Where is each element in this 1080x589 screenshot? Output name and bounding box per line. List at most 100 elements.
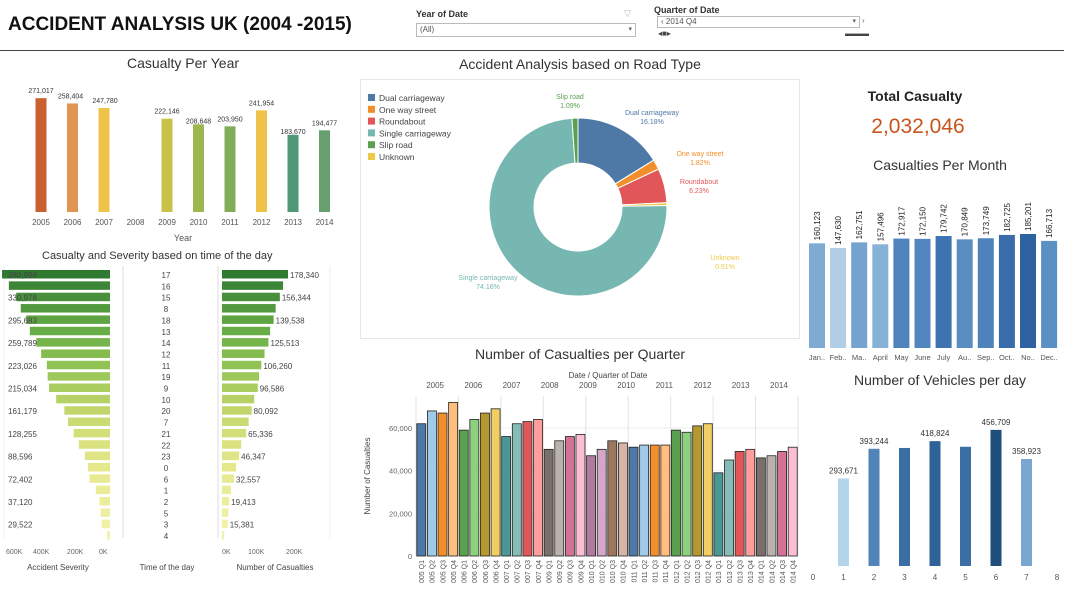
bar [490, 408, 501, 557]
data-label: 203,950 [217, 116, 242, 123]
severity-bar [20, 304, 110, 313]
speed-icon[interactable]: ▬▬▬ [845, 29, 869, 38]
x-tick-label: 0 [811, 573, 816, 582]
year-header: 2008 [541, 381, 559, 390]
casualties-per-month-chart: 160,123 Jan.. 147,630 Feb.. 162,751 Ma.. 157,4… [809, 202, 1058, 362]
data-label: 162,751 [855, 210, 864, 239]
x-tick-label: May [894, 353, 908, 362]
slice-value-label: 1.09% [560, 103, 580, 110]
bar [501, 436, 512, 557]
x-tick-label: 1 [841, 573, 846, 582]
severity-time-title: Casualty and Severity based on time of t… [42, 250, 273, 262]
x-tick-label: 7 [1024, 573, 1029, 582]
x-tick-label: 010 Q4 [621, 560, 628, 583]
bar [977, 238, 994, 348]
casualty-axis-tick: 200K [286, 549, 303, 556]
bar [724, 459, 734, 557]
year-header: 2005 [426, 381, 444, 390]
x-tick-label: 2009 [158, 218, 176, 227]
bar [838, 478, 849, 566]
severity-label: 215,034 [8, 385, 37, 394]
time-label: 10 [162, 396, 171, 405]
severity-bar [89, 474, 110, 483]
casualty-axis-tick: 100K [248, 549, 265, 556]
x-tick-label: 3 [902, 573, 907, 582]
bar [554, 440, 565, 557]
bar [809, 243, 825, 348]
data-label: 172,917 [897, 206, 906, 235]
x-tick-label: Jan.. [809, 353, 825, 362]
casualty-bar [222, 292, 280, 302]
severity-axis-tick: 200K [67, 549, 84, 556]
x-tick-label: 009 Q2 [557, 560, 564, 583]
next-icon[interactable]: › [862, 16, 865, 25]
x-tick-label: Sep.. [977, 353, 995, 362]
casualties-per-month-title: Casualties Per Month [873, 157, 1007, 173]
legend-label: Unknown [379, 152, 415, 162]
time-label: 12 [162, 350, 171, 359]
year-header: 2010 [617, 381, 635, 390]
x-tick-label: Ma.. [852, 353, 867, 362]
data-label: 456,709 [982, 418, 1011, 427]
y-tick-label: 20,000 [389, 509, 412, 518]
time-label: 9 [164, 385, 169, 394]
x-tick-label: 010 Q3 [610, 560, 617, 583]
pie-slice [571, 117, 579, 164]
bar [628, 446, 639, 557]
x-tick-label: 007 Q1 [504, 560, 511, 583]
bar [755, 457, 766, 557]
quarter-filter-select[interactable]: ‹ 2014 Q4 ▾ [657, 16, 860, 28]
x-tick-label: 005 Q2 [430, 560, 437, 583]
casualty-bar [222, 383, 258, 392]
x-tick-label: 012 Q1 [674, 560, 681, 583]
bar [1020, 234, 1036, 348]
prev-icon: ‹ [661, 17, 666, 26]
severity-bar [95, 485, 110, 495]
severity-label: 223,026 [8, 362, 37, 371]
time-label: 23 [162, 453, 171, 462]
col-label: Time of the day [140, 563, 195, 572]
casualty-label: 65,336 [248, 430, 273, 439]
severity-bar [2, 270, 110, 279]
bar [522, 421, 533, 557]
bar [914, 238, 931, 348]
casualty-label: 80,092 [254, 407, 279, 416]
bar [98, 107, 110, 212]
severity-label: 72,402 [8, 475, 33, 484]
bar [533, 419, 543, 557]
time-label: 5 [164, 509, 169, 518]
bar [427, 410, 437, 557]
severity-axis-tick: 600K [6, 549, 23, 556]
playback-controls[interactable]: ◂■▸ [658, 29, 671, 38]
data-label: 170,849 [961, 207, 970, 236]
slice-value-label: 0.51% [715, 264, 735, 271]
slice-value-label: 6.23% [689, 188, 709, 195]
data-label: 293,671 [829, 466, 858, 475]
bar [692, 425, 703, 557]
data-label: 173,749 [982, 206, 991, 235]
data-label: 241,954 [249, 100, 274, 107]
casualty-bar [222, 497, 230, 506]
casualty-label: 156,344 [282, 294, 311, 303]
severity-label: 37,120 [8, 498, 33, 507]
data-label: 194,477 [312, 120, 337, 127]
year-filter-select[interactable]: (All) ▾ [416, 23, 636, 37]
bar [777, 451, 787, 557]
vehicles-per-day-chart: 0 1 2 3 4 5 6 7 8 293,671 393,244 418,824 456,709 358… [811, 418, 1060, 582]
data-label: 393,244 [860, 437, 889, 446]
time-label: 3 [164, 521, 169, 530]
x-tick-label: Dec.. [1040, 353, 1058, 362]
severity-axis-tick: 400K [33, 549, 50, 556]
slice-name-label: Roundabout [680, 179, 718, 186]
time-label: 11 [162, 362, 171, 371]
legend-swatch [368, 105, 375, 113]
quarter-filter-value: 2014 Q4 [665, 17, 697, 26]
x-tick-label: 012 Q4 [706, 560, 713, 583]
bar [480, 412, 490, 557]
year-header: 2009 [579, 381, 597, 390]
severity-label: 330,978 [8, 294, 37, 303]
data-label: 157,496 [876, 212, 885, 241]
severity-axis-tick: 0K [99, 549, 108, 556]
time-label: 16 [162, 282, 171, 291]
legend-label: Slip road [379, 140, 413, 150]
